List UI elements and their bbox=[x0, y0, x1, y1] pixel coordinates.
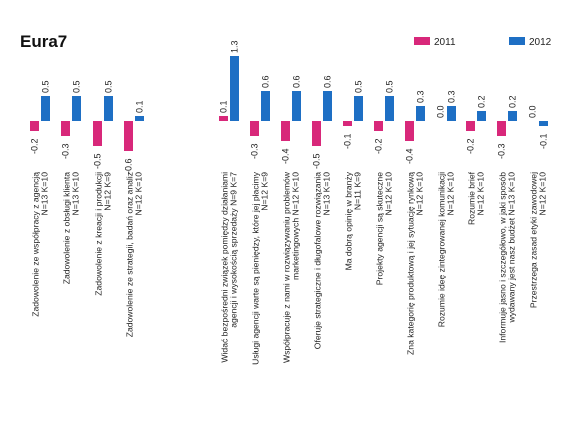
category-label: Rozumie ideę zintegrowanej komunikacji bbox=[437, 172, 447, 327]
value-label-2011: 0.0 bbox=[528, 105, 538, 118]
category-label: N=13 K=10 bbox=[71, 172, 81, 216]
category-label: Zadowolenie z kreacji i produkcji bbox=[94, 172, 104, 296]
value-label-2012: 0.2 bbox=[477, 95, 487, 108]
value-label-2011: -0.4 bbox=[281, 148, 291, 164]
category-label: Usługi agencji warte są pieniędzy, które… bbox=[251, 171, 261, 365]
value-label-2011: -0.1 bbox=[343, 133, 353, 149]
bar-2012 bbox=[41, 96, 50, 121]
category-label: N=12 K=9 bbox=[103, 172, 113, 211]
value-label-2012: 0.5 bbox=[72, 80, 82, 93]
value-label-2011: -0.3 bbox=[250, 143, 260, 159]
category-label: agencji i wysokością sprzedaży N=9 K=7 bbox=[229, 172, 239, 328]
chart-title: Eura7 bbox=[20, 32, 67, 51]
category-label: N=13 K=10 bbox=[322, 172, 332, 216]
value-label-2012: 0.2 bbox=[508, 95, 518, 108]
bar-2012 bbox=[354, 96, 363, 121]
bars-layer bbox=[30, 56, 548, 151]
bar-2011 bbox=[219, 116, 228, 121]
category-label: Zadowolenie z obsługi klienta bbox=[62, 172, 72, 284]
bar-2012 bbox=[416, 106, 425, 121]
bar-2011 bbox=[466, 121, 475, 131]
bar-2012 bbox=[230, 56, 239, 121]
value-label-2012: 0.6 bbox=[261, 75, 271, 88]
bar-2011 bbox=[250, 121, 259, 136]
bar-2012 bbox=[292, 91, 301, 121]
bar-2012 bbox=[104, 96, 113, 121]
bar-2011 bbox=[497, 121, 506, 136]
value-label-2011: -0.2 bbox=[466, 138, 476, 154]
value-label-2011: 0.1 bbox=[219, 100, 229, 113]
value-label-2012: 0.3 bbox=[447, 90, 457, 103]
category-label: marketingowych N=12 K=10 bbox=[291, 172, 301, 280]
category-label: Zadowolenie ze współpracy z agencją bbox=[31, 172, 41, 317]
bar-2011 bbox=[405, 121, 414, 141]
value-label-2011: -0.6 bbox=[124, 158, 134, 174]
value-label-2012: 0.6 bbox=[292, 75, 302, 88]
legend-label-2012: 2012 bbox=[529, 37, 552, 48]
category-label: Zna kategorię produktową i jej sytuację … bbox=[406, 172, 416, 355]
bar-2012 bbox=[508, 111, 517, 121]
bar-2012 bbox=[72, 96, 81, 121]
category-label: N=12 K=10 bbox=[446, 172, 456, 216]
category-label: Przestrzega zasad etyki zawodowej bbox=[529, 172, 539, 308]
category-label: N=13 K=10 bbox=[40, 172, 50, 216]
bar-2012 bbox=[447, 106, 456, 121]
bar-2012 bbox=[539, 121, 548, 126]
bar-2011 bbox=[343, 121, 352, 126]
category-labels-layer: Zadowolenie ze współpracy z agencją N=13 … bbox=[31, 171, 548, 365]
legend-swatch-2012 bbox=[509, 37, 525, 45]
value-label-2012: 0.5 bbox=[354, 80, 364, 93]
value-label-2012: 1.3 bbox=[230, 40, 240, 53]
value-label-2011: -0.5 bbox=[93, 153, 103, 169]
legend: 2011 2012 bbox=[414, 37, 552, 48]
bar-2011 bbox=[312, 121, 321, 146]
category-label: Zadowolenie ze strategii, badań oraz ana… bbox=[125, 172, 135, 337]
legend-label-2011: 2011 bbox=[434, 37, 456, 48]
value-label-2012: 0.5 bbox=[385, 80, 395, 93]
category-label: N=12 K=10 bbox=[538, 172, 548, 216]
category-label: Projekty agencji są skuteczne bbox=[375, 172, 385, 285]
bar-2011 bbox=[281, 121, 290, 141]
category-label: wydawany jest nasz budżet N=13 K=10 bbox=[507, 172, 517, 324]
bar-2011 bbox=[124, 121, 133, 151]
value-label-2012: 0.5 bbox=[104, 80, 114, 93]
value-label-2011: -0.2 bbox=[374, 138, 384, 154]
value-label-2012: 0.1 bbox=[135, 100, 145, 113]
value-label-2012: -0.1 bbox=[539, 133, 549, 149]
value-label-2012: 0.6 bbox=[323, 75, 333, 88]
category-label: N=12 K=10 bbox=[415, 172, 425, 216]
category-label: N=12 K=10 bbox=[384, 172, 394, 216]
category-label: N=11 K=9 bbox=[353, 172, 363, 210]
value-label-2011: -0.3 bbox=[61, 143, 71, 159]
bar-2011 bbox=[93, 121, 102, 146]
bar-2011 bbox=[30, 121, 39, 131]
value-label-2011: -0.3 bbox=[497, 143, 507, 159]
bar-2012 bbox=[261, 91, 270, 121]
bar-2012 bbox=[323, 91, 332, 121]
value-label-2012: 0.3 bbox=[416, 90, 426, 103]
category-label: N=12 K=10 bbox=[134, 172, 144, 216]
bar-2012 bbox=[385, 96, 394, 121]
bar-2011 bbox=[374, 121, 383, 131]
category-label: Ma dobrą opinię w branży bbox=[344, 171, 354, 270]
category-label: Współpracuje z nami w rozwiązywaniu prob… bbox=[282, 171, 292, 363]
value-labels-layer: -0.2 0.5 -0.3 0.5 -0.5 0.5 -0.6 0.1 0.1 1.3 -0.3 0.… bbox=[30, 40, 549, 174]
value-label-2012: 0.5 bbox=[41, 80, 51, 93]
category-label: Informuje jasno i szczegółowo, w jaki sp… bbox=[498, 172, 508, 343]
bar-2012 bbox=[477, 111, 486, 121]
category-label: N=12 K=10 bbox=[476, 172, 486, 216]
category-label: N=12 K=9 bbox=[260, 172, 270, 211]
category-label: Oferuje strategiczne i długofalowe rozwi… bbox=[313, 172, 323, 349]
legend-swatch-2011 bbox=[414, 37, 430, 45]
value-label-2011: -0.5 bbox=[312, 153, 322, 169]
bar-2011 bbox=[61, 121, 70, 136]
value-label-2011: 0.0 bbox=[436, 105, 446, 118]
category-label: Rozumie brief bbox=[467, 171, 477, 225]
bar-2012 bbox=[135, 116, 144, 121]
category-label: Widać bezpośredni związek pomiędzy dział… bbox=[220, 172, 230, 363]
value-label-2011: -0.4 bbox=[405, 148, 415, 164]
value-label-2011: -0.2 bbox=[30, 138, 40, 154]
